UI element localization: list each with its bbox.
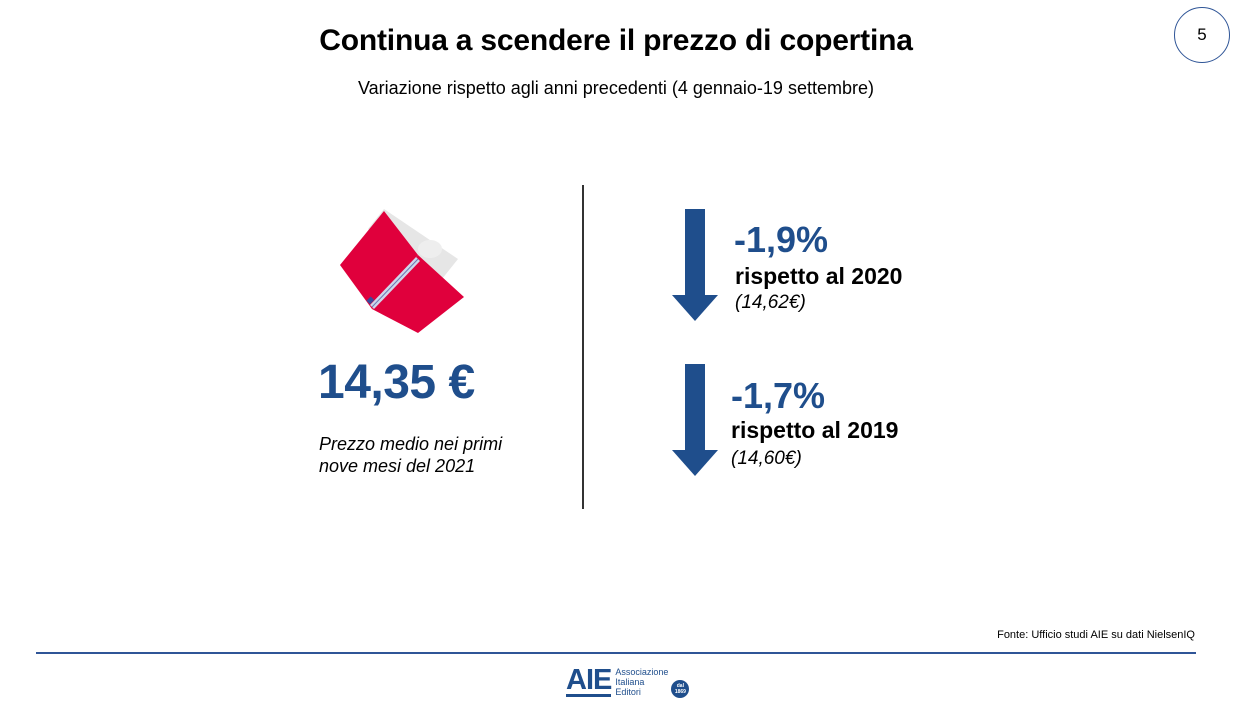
arrow-down-icon: [672, 209, 718, 321]
delta-2020: -1,9%: [734, 219, 829, 260]
book-cover-right: [372, 255, 464, 333]
comparison-label-2020: rispetto al 2020: [735, 263, 903, 289]
book-shadow-curl: [418, 240, 442, 258]
price-caption-line1: Prezzo medio nei primi: [319, 434, 503, 454]
delta-2019: -1,7%: [731, 375, 826, 416]
comparison-label-2019: rispetto al 2019: [731, 417, 899, 443]
previous-price-2020: (14,62€): [735, 292, 806, 313]
logo-line1: Associazione: [615, 667, 669, 677]
book-cover-left: [340, 211, 418, 309]
logo-badge-line2: 1869: [674, 689, 686, 695]
average-price: 14,35 €: [318, 356, 475, 409]
logo-badge-line1: dal: [676, 683, 684, 689]
page-title: Continua a scendere il prezzo di coperti…: [319, 24, 913, 57]
open-book-icon: [340, 209, 464, 333]
page-subtitle: Variazione rispetto agli anni precedenti…: [358, 78, 874, 98]
logo-badge: dal 1869: [671, 680, 690, 698]
page-number: 5: [1174, 7, 1230, 63]
price-caption-line2: nove mesi del 2021: [319, 456, 476, 476]
logo-mark: AIE: [566, 664, 612, 697]
price-caption: Prezzo medio nei primi nove mesi del 202…: [319, 433, 502, 477]
footer-divider: [36, 652, 1196, 654]
vertical-divider: [582, 185, 584, 509]
arrow-down-icon: [672, 364, 718, 476]
logo-line2: Italiana: [615, 677, 645, 687]
aie-logo: AIE Associazione Italiana Editori dal 18…: [566, 664, 690, 699]
logo-text: Associazione Italiana Editori: [615, 667, 668, 697]
source-note: Fonte: Ufficio studi AIE su dati Nielsen…: [997, 629, 1195, 641]
logo-line3: Editori: [615, 687, 641, 697]
previous-price-2019: (14,60€): [731, 448, 802, 469]
